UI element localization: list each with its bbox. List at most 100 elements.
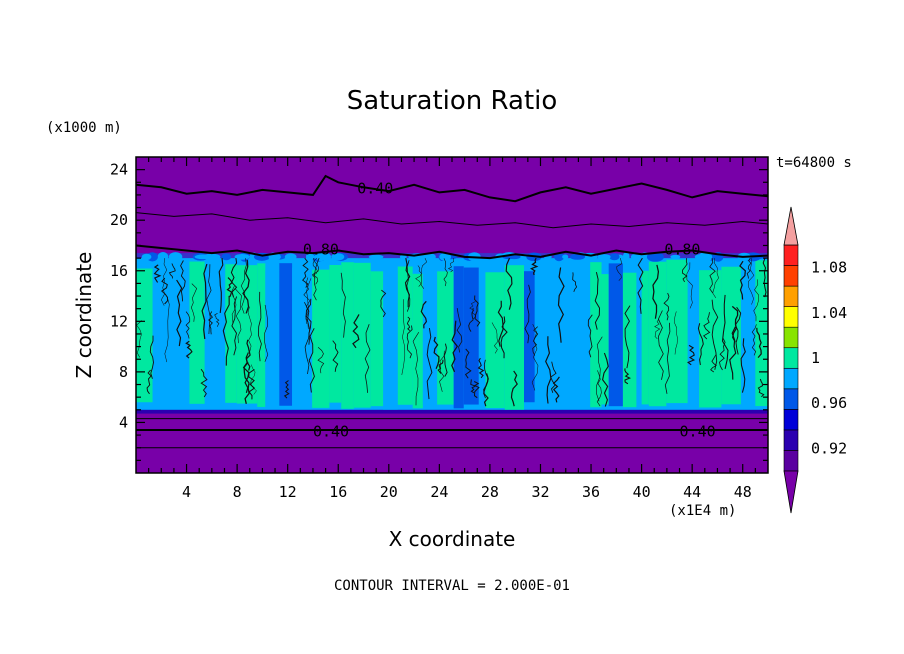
- in-cloud-contour: [185, 311, 191, 339]
- in-cloud-contour: [731, 305, 739, 343]
- in-cloud-contour: [364, 324, 371, 393]
- in-cloud-contour: [673, 311, 678, 355]
- in-cloud-contour: [697, 323, 704, 366]
- contour-labels: 0.40 0.80 0.80 0.40 0.40: [303, 180, 716, 441]
- in-cloud-contour: [624, 305, 631, 369]
- in-cloud-contour: [190, 283, 198, 322]
- in-cloud-contour: [624, 368, 632, 385]
- in-cloud-contour: [412, 332, 420, 406]
- convective-column: [648, 261, 667, 407]
- in-cloud-contour: [596, 336, 603, 402]
- in-cloud-contour: [208, 311, 213, 335]
- in-cloud-contour: [406, 316, 411, 331]
- in-cloud-contour: [235, 288, 242, 344]
- in-cloud-contour: [530, 257, 539, 276]
- in-cloud-contour: [483, 373, 489, 407]
- convective-column: [601, 274, 609, 405]
- x-tick-label: 32: [531, 483, 549, 501]
- colorbar-swatch: [783, 285, 799, 307]
- x-tick-label: 40: [633, 483, 651, 501]
- colorbar-swatch: [783, 306, 799, 328]
- in-cloud-contour: [602, 352, 609, 407]
- colorbar-label: 0.92: [811, 439, 847, 457]
- in-cloud-contour: [756, 327, 762, 359]
- cloud-top-feature: [646, 251, 664, 262]
- cloud-top-feature: [234, 253, 250, 260]
- in-cloud-contour: [247, 306, 252, 352]
- in-cloud-contour: [686, 262, 693, 309]
- in-cloud-contour: [596, 370, 602, 407]
- in-cloud-contour: [201, 263, 208, 340]
- cloud-top-feature: [157, 252, 169, 262]
- y-axis-units: (x1000 m): [46, 120, 122, 136]
- in-cloud-contour: [420, 300, 428, 329]
- convective-column: [524, 271, 535, 403]
- in-cloud-contour: [317, 346, 325, 374]
- colorbar-swatch: [783, 429, 799, 451]
- y-tick-label: 20: [110, 211, 128, 229]
- cloud-top-feature: [141, 253, 152, 261]
- convective-column: [152, 272, 170, 405]
- in-cloud-contour: [433, 336, 440, 369]
- in-cloud-contour: [687, 344, 696, 366]
- in-cloud-contour: [263, 304, 269, 362]
- convective-column: [504, 265, 525, 410]
- convective-column: [169, 271, 190, 409]
- cloud-top-feature: [569, 253, 586, 260]
- contour-lines: [136, 174, 768, 449]
- convective-column: [329, 264, 342, 403]
- cloud-top-feature: [609, 253, 620, 261]
- x-axis-units: (x1E4 m): [669, 503, 737, 519]
- saturation-field: [136, 157, 768, 473]
- in-cloud-contour: [510, 370, 518, 407]
- x-axis: 4 8 12 16 20 24 28 32 36 40 44 48: [148, 157, 756, 501]
- in-cloud-contour: [136, 320, 142, 358]
- contour-line: [136, 244, 768, 260]
- in-cloud-contour: [443, 343, 448, 377]
- contour-line: [136, 212, 768, 229]
- convective-column: [341, 262, 354, 409]
- x-tick-label: 48: [734, 483, 752, 501]
- time-label: t=64800 s: [776, 155, 852, 171]
- convective-column: [136, 268, 153, 403]
- convective-column: [622, 272, 637, 408]
- x-tick-label: 20: [380, 483, 398, 501]
- cloud-top-feature: [272, 253, 281, 261]
- in-cloud-contour: [464, 348, 472, 379]
- convective-column: [550, 269, 565, 407]
- convective-column: [721, 266, 741, 405]
- in-cloud-contour: [230, 258, 238, 297]
- cloud-top-feature: [439, 252, 452, 261]
- in-cloud-contour: [500, 316, 508, 359]
- convective-column: [279, 263, 293, 406]
- in-cloud-contour: [231, 296, 238, 356]
- in-cloud-contour: [710, 354, 717, 373]
- in-cloud-contour: [426, 328, 433, 400]
- in-cloud-contour: [443, 258, 448, 287]
- convective-column: [292, 267, 313, 410]
- colorbar-swatch: [783, 326, 799, 349]
- contour-line: [136, 174, 768, 203]
- cloud-top-feature: [305, 252, 314, 262]
- in-cloud-contour: [439, 350, 445, 392]
- x-axis-label: X coordinate: [388, 527, 516, 551]
- in-cloud-contour: [746, 257, 752, 279]
- in-cloud-contour: [497, 300, 504, 347]
- convective-column: [453, 266, 464, 409]
- in-cloud-contour: [712, 258, 719, 299]
- in-cloud-contour: [456, 308, 463, 353]
- in-cloud-contour: [447, 258, 454, 273]
- contour-label: 0.40: [313, 422, 349, 440]
- convective-column: [608, 263, 623, 407]
- in-cloud-contour: [380, 289, 387, 318]
- convective-column: [740, 262, 756, 409]
- in-cloud-contour: [240, 258, 247, 314]
- contour-label: 0.80: [303, 240, 339, 258]
- convective-column: [265, 270, 280, 409]
- in-cloud-contour: [153, 264, 162, 283]
- convective-column: [478, 262, 486, 407]
- in-cloud-contour: [200, 368, 208, 398]
- in-cloud-contour: [552, 376, 560, 403]
- in-cloud-contour: [243, 361, 250, 404]
